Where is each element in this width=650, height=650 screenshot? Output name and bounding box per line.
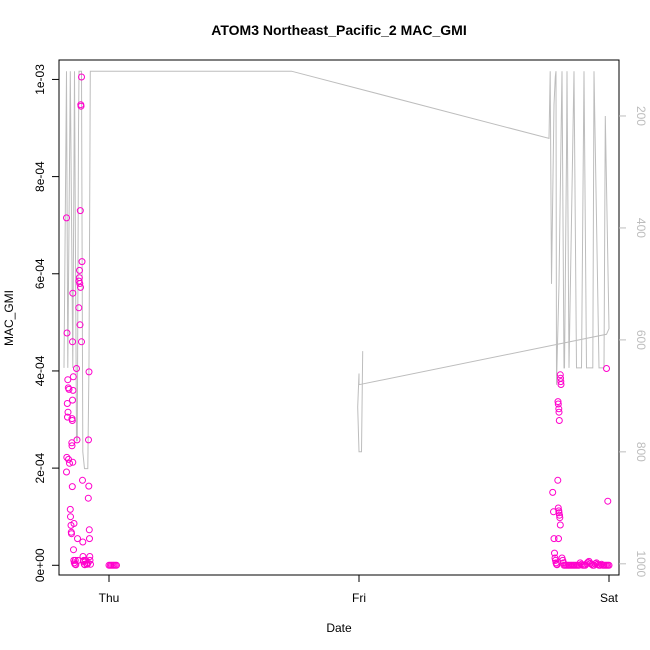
data-point [76, 280, 84, 287]
data-point [554, 400, 562, 408]
data-point [73, 436, 81, 444]
data-point [75, 304, 83, 312]
data-point [86, 535, 93, 543]
data-point [67, 513, 74, 521]
data-point [68, 530, 75, 538]
y2-tick-label: 600 [634, 330, 648, 350]
data-point [77, 283, 84, 291]
data-point [555, 408, 563, 416]
data-point [113, 561, 120, 569]
data-point [87, 560, 94, 568]
data-point [78, 338, 85, 346]
axes-layer: 0e+00 2e-04 4e-04 6e-04 8e-04 1e-03 200 400 600 8… [33, 59, 648, 605]
data-point [556, 514, 564, 522]
data-point [549, 488, 557, 496]
data-point [71, 556, 79, 564]
data-point [556, 511, 563, 519]
data-point [79, 538, 87, 546]
data-point [555, 417, 563, 424]
data-point [78, 258, 86, 266]
data-point [556, 371, 564, 379]
data-point [69, 373, 77, 381]
y2-tick-label: 400 [634, 218, 648, 238]
data-point [79, 476, 86, 484]
points-layer [63, 73, 613, 569]
data-point [76, 321, 84, 329]
pressure-line-layer [63, 70, 610, 470]
data-point [63, 400, 71, 407]
data-point [605, 561, 613, 569]
data-point [69, 396, 76, 404]
data-point [85, 436, 92, 444]
chart-title: ATOM3 Northeast_Pacific_2 MAC_GMI [211, 22, 466, 38]
data-point [85, 368, 93, 376]
data-point [556, 521, 564, 529]
data-point [64, 376, 72, 384]
data-point [603, 365, 610, 372]
data-point [66, 459, 73, 467]
data-point [554, 398, 562, 406]
data-point [70, 546, 77, 554]
y-axis-label: MAC_GMI [2, 290, 16, 346]
data-point [78, 73, 85, 81]
data-point [64, 408, 72, 416]
data-point [63, 453, 71, 461]
data-point [69, 458, 77, 466]
data-point [86, 556, 94, 564]
data-point [555, 535, 562, 543]
data-point [554, 476, 562, 484]
data-point [85, 482, 93, 490]
data-point [73, 365, 80, 372]
data-point [64, 413, 71, 421]
data-point [68, 417, 76, 424]
y-tick-label: 4e-04 [33, 355, 47, 386]
data-point [70, 520, 78, 527]
x-tick-label: Fri [352, 591, 366, 605]
data-point [69, 386, 77, 394]
y-tick-label: 2e-04 [33, 452, 47, 483]
data-point [554, 504, 562, 512]
x-tick-label: Thu [99, 591, 120, 605]
y-tick-label: 0e+00 [33, 548, 47, 582]
data-point [552, 556, 559, 564]
data-point [84, 494, 92, 502]
data-point [86, 553, 94, 560]
y2-tick-label: 200 [634, 106, 648, 126]
data-point [63, 468, 70, 476]
data-point [72, 561, 80, 569]
data-point [66, 505, 74, 513]
x-tick-label: Sat [600, 591, 619, 605]
data-point [63, 329, 71, 337]
data-point [69, 338, 76, 346]
y-tick-label: 8e-04 [33, 161, 47, 192]
y-tick-label: 6e-04 [33, 258, 47, 289]
y2-tick-label: 800 [634, 442, 648, 462]
data-point [69, 289, 77, 297]
data-point [68, 483, 76, 491]
pressure-line [63, 70, 610, 470]
data-point [551, 549, 558, 557]
data-point [550, 535, 558, 543]
data-point [76, 266, 83, 274]
data-point [557, 378, 565, 386]
data-point [85, 526, 93, 534]
y-tick-label: 1e-03 [33, 64, 47, 95]
data-point [557, 381, 565, 388]
data-point [555, 405, 563, 413]
data-point [74, 535, 81, 543]
y2-tick-label: 1000 [634, 550, 648, 577]
data-point [76, 207, 84, 215]
data-point [68, 439, 76, 447]
data-point [63, 214, 70, 222]
data-point [77, 102, 85, 110]
data-point [553, 561, 561, 569]
x-axis-label: Date [326, 621, 352, 635]
data-point [68, 442, 76, 450]
data-point [604, 497, 612, 505]
data-point [65, 385, 73, 393]
